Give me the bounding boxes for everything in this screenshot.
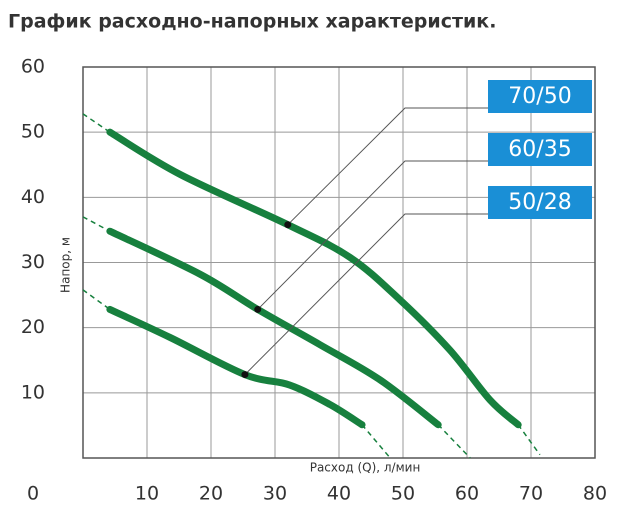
extrapolation-line (82, 113, 111, 133)
x-tick-label: 60 (455, 483, 479, 505)
leader-line (257, 160, 488, 310)
y-tick-label: 50 (21, 121, 45, 143)
x-tick-label: 70 (519, 483, 543, 505)
pump-curve (106, 305, 366, 429)
extrapolation-line (517, 424, 541, 456)
extrapolation-line (82, 289, 111, 311)
pump-curve (106, 128, 522, 429)
x-tick-label: 80 (583, 483, 607, 505)
y-tick-label: 20 (21, 316, 45, 338)
legend-label: 70/50 (508, 84, 571, 109)
plot-border (82, 66, 596, 459)
y-tick-label: 40 (21, 186, 45, 208)
x-tick-label: 30 (263, 483, 287, 505)
x-tick-label: 40 (327, 483, 351, 505)
x-tick-label: 10 (135, 483, 159, 505)
legend-box (488, 186, 592, 219)
leader-line (244, 213, 488, 375)
y-tick-label: 10 (21, 381, 45, 403)
extrapolation-line (361, 424, 391, 459)
chart-title: График расходно-напорных характеристик. (8, 11, 496, 33)
y-tick-label: 30 (21, 251, 45, 273)
pump-curve (106, 227, 442, 429)
x-tick-label: 20 (199, 483, 223, 505)
legend-label: 50/28 (508, 190, 571, 215)
legend-box (488, 133, 592, 166)
leader-line (287, 107, 488, 226)
extrapolation-line (82, 216, 111, 232)
operating-point (284, 221, 292, 229)
x-tick-label: 0 (27, 483, 39, 505)
extrapolation-line (437, 424, 471, 459)
y-axis-label: Напор, м (59, 237, 73, 293)
legend-label: 60/35 (508, 137, 571, 162)
x-axis-label: Расход (Q), л/мин (310, 461, 421, 475)
x-tick-label: 50 (391, 483, 415, 505)
operating-point (254, 305, 262, 313)
legend-box (488, 80, 592, 113)
y-tick-label: 60 (21, 56, 45, 78)
operating-point (241, 371, 249, 379)
